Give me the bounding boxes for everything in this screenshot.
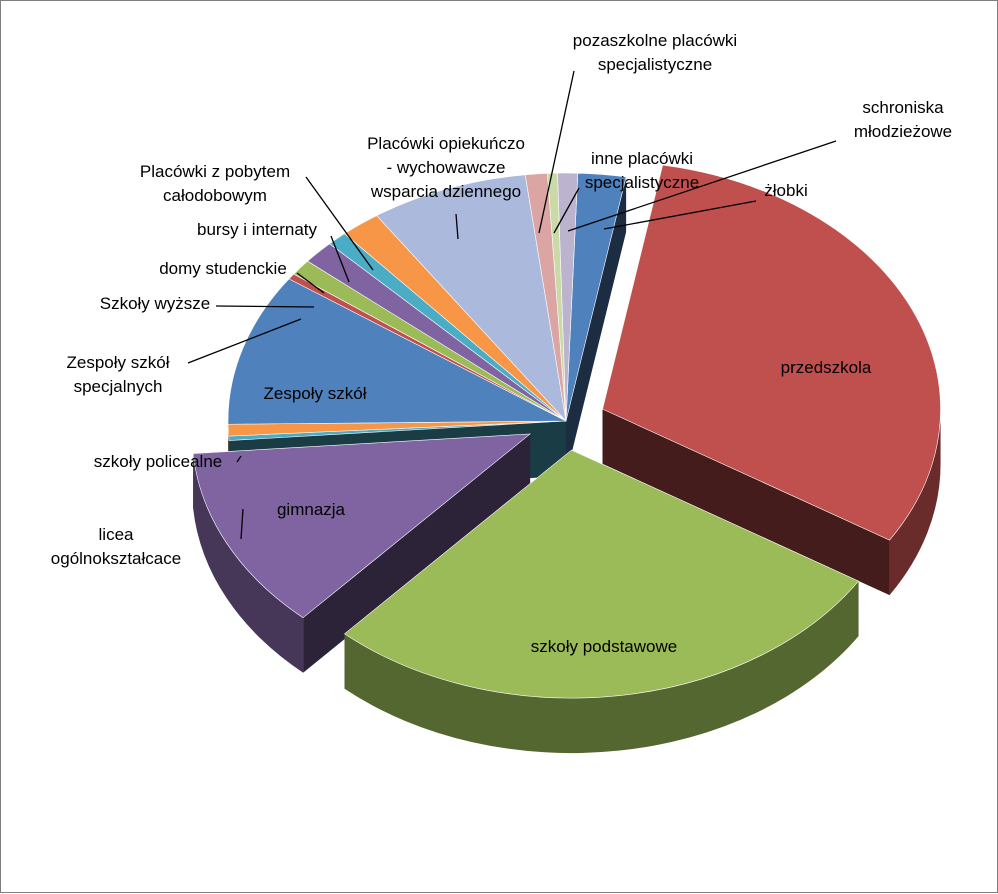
slice-label: licea ogólnokształcace bbox=[51, 525, 181, 568]
slice-label-line: przedszkola bbox=[781, 358, 872, 377]
slice-label-inside: przedszkola bbox=[781, 358, 872, 377]
slice-label-line: specjalistyczne bbox=[585, 173, 699, 192]
slice-label-line: gimnazja bbox=[277, 500, 346, 519]
slice-label: Placówki opiekuńczo - wychowawcze wsparcia… bbox=[367, 134, 525, 201]
slice-label-inside: Zespoły szkół bbox=[264, 384, 367, 403]
slice-label-line: bursy i internaty bbox=[197, 220, 317, 239]
slice-label-line: schroniska bbox=[862, 98, 944, 117]
slice-label-line: młodzieżowe bbox=[854, 122, 952, 141]
slice-label-line: Placówki opiekuńczo bbox=[367, 134, 525, 153]
slice-label-line: całodobowym bbox=[163, 186, 267, 205]
slice-label-line: wsparcia dziennego bbox=[370, 182, 521, 201]
slice-label-line: specjalnych bbox=[74, 377, 163, 396]
slice-label-line: domy studenckie bbox=[159, 259, 287, 278]
slice-label-inside: gimnazja bbox=[277, 500, 346, 519]
slice-label-line: pozaszkolne placówki bbox=[573, 31, 737, 50]
slice-label-line: specjalistyczne bbox=[598, 55, 712, 74]
slice-label: schroniska młodzieżowe bbox=[854, 98, 952, 141]
slice-label: szkoły policealne bbox=[94, 452, 223, 471]
slice-label: pozaszkolne placówki specjalistyczne bbox=[573, 31, 737, 74]
slice-label-line: licea bbox=[99, 525, 135, 544]
slice-label-inside: szkoły podstawowe bbox=[531, 637, 677, 656]
slice-label-line: Szkoły wyższe bbox=[100, 294, 211, 313]
slice-label-line: Zespoły szkół bbox=[67, 353, 170, 372]
slice-label-line: Zespoły szkół bbox=[264, 384, 367, 403]
slice-label-line: ogólnokształcace bbox=[51, 549, 181, 568]
slice-label-line: szkoły podstawowe bbox=[531, 637, 677, 656]
slice-label-line: - wychowawcze bbox=[386, 158, 505, 177]
slice-label: domy studenckie bbox=[159, 259, 287, 278]
slice-label-line: żłobki bbox=[764, 181, 807, 200]
slice-label-line: Placówki z pobytem bbox=[140, 162, 290, 181]
slice-label: żłobki bbox=[764, 181, 807, 200]
slice-label: Szkoły wyższe bbox=[100, 294, 211, 313]
slice-label: Placówki z pobytem całodobowym bbox=[140, 162, 290, 205]
slice-label: bursy i internaty bbox=[197, 220, 317, 239]
slice-label-line: inne placówki bbox=[591, 149, 693, 168]
slice-label: Zespoły szkół specjalnych bbox=[67, 353, 170, 396]
slice-label-line: szkoły policealne bbox=[94, 452, 223, 471]
